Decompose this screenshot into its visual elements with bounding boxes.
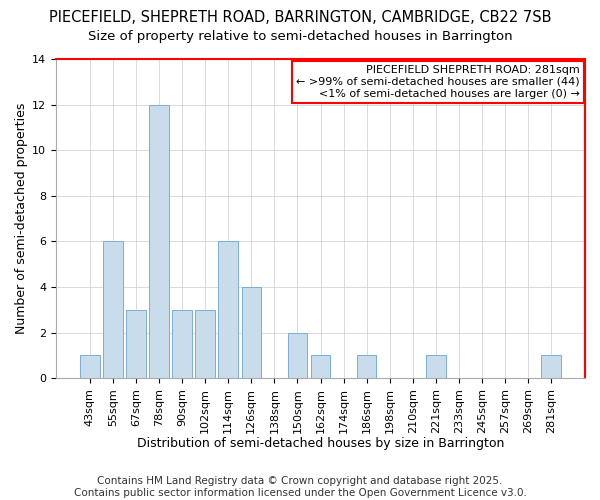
Bar bbox=[541, 356, 561, 378]
Text: PIECEFIELD, SHEPRETH ROAD, BARRINGTON, CAMBRIDGE, CB22 7SB: PIECEFIELD, SHEPRETH ROAD, BARRINGTON, C… bbox=[49, 10, 551, 25]
Bar bbox=[242, 287, 261, 378]
X-axis label: Distribution of semi-detached houses by size in Barrington: Distribution of semi-detached houses by … bbox=[137, 437, 504, 450]
Bar bbox=[149, 104, 169, 378]
Bar bbox=[80, 356, 100, 378]
Bar bbox=[126, 310, 146, 378]
Y-axis label: Number of semi-detached properties: Number of semi-detached properties bbox=[15, 103, 28, 334]
Bar bbox=[196, 310, 215, 378]
Bar bbox=[426, 356, 446, 378]
Text: PIECEFIELD SHEPRETH ROAD: 281sqm
← >99% of semi-detached houses are smaller (44): PIECEFIELD SHEPRETH ROAD: 281sqm ← >99% … bbox=[296, 66, 580, 98]
Bar bbox=[218, 242, 238, 378]
Bar bbox=[103, 242, 123, 378]
Bar bbox=[311, 356, 331, 378]
Bar bbox=[287, 332, 307, 378]
Bar bbox=[357, 356, 376, 378]
Bar bbox=[172, 310, 192, 378]
Text: Contains HM Land Registry data © Crown copyright and database right 2025.
Contai: Contains HM Land Registry data © Crown c… bbox=[74, 476, 526, 498]
Text: Size of property relative to semi-detached houses in Barrington: Size of property relative to semi-detach… bbox=[88, 30, 512, 43]
